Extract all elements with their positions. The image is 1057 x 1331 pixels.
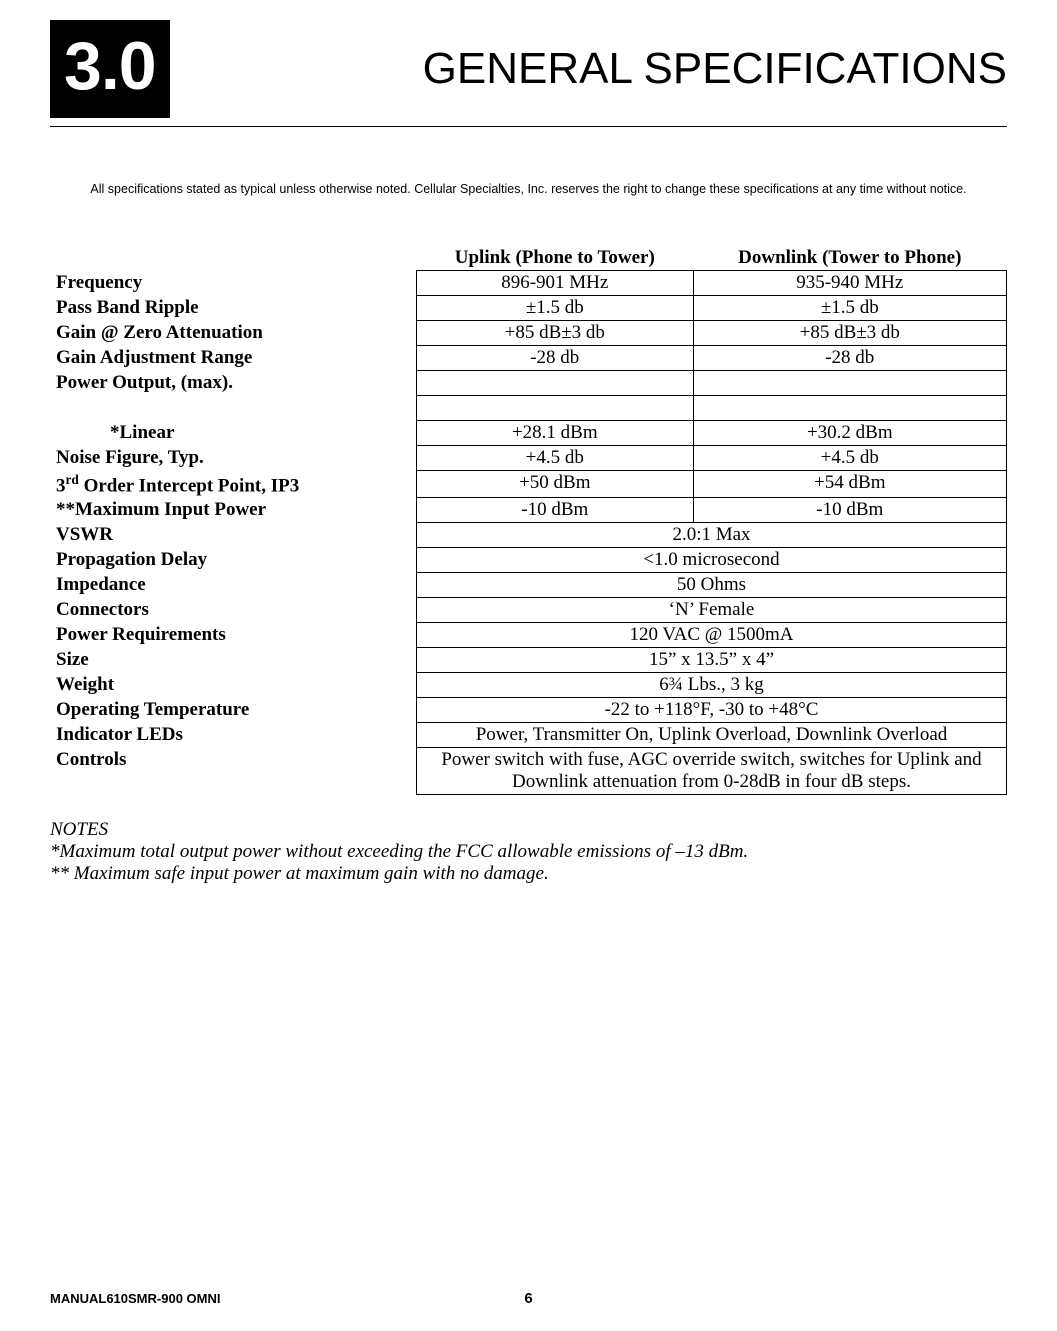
footer-manual-id: MANUAL610SMR-900 OMNI <box>50 1291 220 1306</box>
cell-uplink: +50 dBm <box>417 471 694 498</box>
notes-title: NOTES <box>50 819 1007 841</box>
table-row: Gain Adjustment Range -28 db -28 db <box>50 346 1007 371</box>
cell-downlink: +30.2 dBm <box>693 421 1006 446</box>
table-row: Connectors ‘N’ Female <box>50 598 1007 623</box>
table-row-power-output: Power Output, (max). <box>50 371 1007 396</box>
cell-downlink: 935-940 MHz <box>693 271 1006 296</box>
cell-uplink: ±1.5 db <box>417 296 694 321</box>
specifications-table: Uplink (Phone to Tower) Downlink (Tower … <box>50 246 1007 795</box>
page: 3.0 GENERAL SPECIFICATIONS All specifica… <box>0 0 1057 1331</box>
cell-uplink: 896-901 MHz <box>417 271 694 296</box>
table-row-blank <box>50 396 1007 421</box>
row-label: Controls <box>50 748 417 795</box>
table-row: Operating Temperature -22 to +118°F, -30… <box>50 698 1007 723</box>
disclaimer-text: All specifications stated as typical unl… <box>60 182 997 196</box>
page-footer: MANUAL610SMR-900 OMNI 6 <box>50 1291 1007 1306</box>
row-label: Power Requirements <box>50 623 417 648</box>
table-row: VSWR 2.0:1 Max <box>50 523 1007 548</box>
table-row: Controls Power switch with fuse, AGC ove… <box>50 748 1007 795</box>
row-label: Impedance <box>50 573 417 598</box>
cell-downlink: ±1.5 db <box>693 296 1006 321</box>
table-row: Noise Figure, Typ. +4.5 db +4.5 db <box>50 446 1007 471</box>
table-row: Indicator LEDs Power, Transmitter On, Up… <box>50 723 1007 748</box>
footer-page-number: 6 <box>524 1290 532 1307</box>
cell-uplink: -28 db <box>417 346 694 371</box>
cell-span: 6¾ Lbs., 3 kg <box>417 673 1007 698</box>
table-row: Weight 6¾ Lbs., 3 kg <box>50 673 1007 698</box>
cell-empty <box>693 396 1006 421</box>
table-row: Power Requirements 120 VAC @ 1500mA <box>50 623 1007 648</box>
cell-downlink: +54 dBm <box>693 471 1006 498</box>
row-label: Operating Temperature <box>50 698 417 723</box>
cell-empty <box>417 396 694 421</box>
page-title: GENERAL SPECIFICATIONS <box>423 44 1007 94</box>
table-row: Size 15” x 13.5” x 4” <box>50 648 1007 673</box>
table-row: Impedance 50 Ohms <box>50 573 1007 598</box>
row-label: Gain @ Zero Attenuation <box>50 321 417 346</box>
row-label: Size <box>50 648 417 673</box>
row-label: Weight <box>50 673 417 698</box>
cell-uplink: -10 dBm <box>417 498 694 523</box>
cell-span: ‘N’ Female <box>417 598 1007 623</box>
row-label: Gain Adjustment Range <box>50 346 417 371</box>
cell-uplink: +4.5 db <box>417 446 694 471</box>
cell-span: 15” x 13.5” x 4” <box>417 648 1007 673</box>
cell-downlink: +85 dB±3 db <box>693 321 1006 346</box>
row-label: Frequency <box>50 271 417 296</box>
row-label: Indicator LEDs <box>50 723 417 748</box>
row-label: Connectors <box>50 598 417 623</box>
header-divider <box>50 126 1007 127</box>
row-label: **Maximum Input Power <box>50 498 417 523</box>
cell-downlink: +4.5 db <box>693 446 1006 471</box>
row-label: Pass Band Ripple <box>50 296 417 321</box>
table-header-blank <box>50 246 417 271</box>
column-header-uplink: Uplink (Phone to Tower) <box>417 246 694 271</box>
cell-span: 2.0:1 Max <box>417 523 1007 548</box>
column-header-downlink: Downlink (Tower to Phone) <box>693 246 1006 271</box>
section-number-badge: 3.0 <box>50 20 170 118</box>
cell-uplink: +28.1 dBm <box>417 421 694 446</box>
table-row-linear: *Linear +28.1 dBm +30.2 dBm <box>50 421 1007 446</box>
cell-span: <1.0 microsecond <box>417 548 1007 573</box>
notes-line-2: ** Maximum safe input power at maximum g… <box>50 863 1007 885</box>
cell-empty <box>693 371 1006 396</box>
table-row: **Maximum Input Power -10 dBm -10 dBm <box>50 498 1007 523</box>
table-header-row: Uplink (Phone to Tower) Downlink (Tower … <box>50 246 1007 271</box>
table-row: Gain @ Zero Attenuation +85 dB±3 db +85 … <box>50 321 1007 346</box>
cell-span: 120 VAC @ 1500mA <box>417 623 1007 648</box>
cell-span: Power, Transmitter On, Uplink Overload, … <box>417 723 1007 748</box>
table-row: Frequency 896-901 MHz 935-940 MHz <box>50 271 1007 296</box>
row-label-power-output: Power Output, (max). <box>50 371 417 396</box>
row-label: Noise Figure, Typ. <box>50 446 417 471</box>
row-label: VSWR <box>50 523 417 548</box>
notes-block: NOTES *Maximum total output power withou… <box>50 819 1007 885</box>
cell-span: -22 to +118°F, -30 to +48°C <box>417 698 1007 723</box>
header-row: 3.0 GENERAL SPECIFICATIONS <box>50 20 1007 118</box>
table-row: Pass Band Ripple ±1.5 db ±1.5 db <box>50 296 1007 321</box>
row-label-linear: *Linear <box>50 421 417 446</box>
notes-line-1: *Maximum total output power without exce… <box>50 841 1007 863</box>
table-row: 3rd Order Intercept Point, IP3 +50 dBm +… <box>50 471 1007 498</box>
cell-span: 50 Ohms <box>417 573 1007 598</box>
row-label-ip3: 3rd Order Intercept Point, IP3 <box>50 471 417 498</box>
row-label: Propagation Delay <box>50 548 417 573</box>
cell-empty <box>417 371 694 396</box>
cell-span: Power switch with fuse, AGC override swi… <box>417 748 1007 795</box>
cell-downlink: -10 dBm <box>693 498 1006 523</box>
table-row: Propagation Delay <1.0 microsecond <box>50 548 1007 573</box>
cell-uplink: +85 dB±3 db <box>417 321 694 346</box>
cell-downlink: -28 db <box>693 346 1006 371</box>
row-label-blank <box>50 396 417 421</box>
